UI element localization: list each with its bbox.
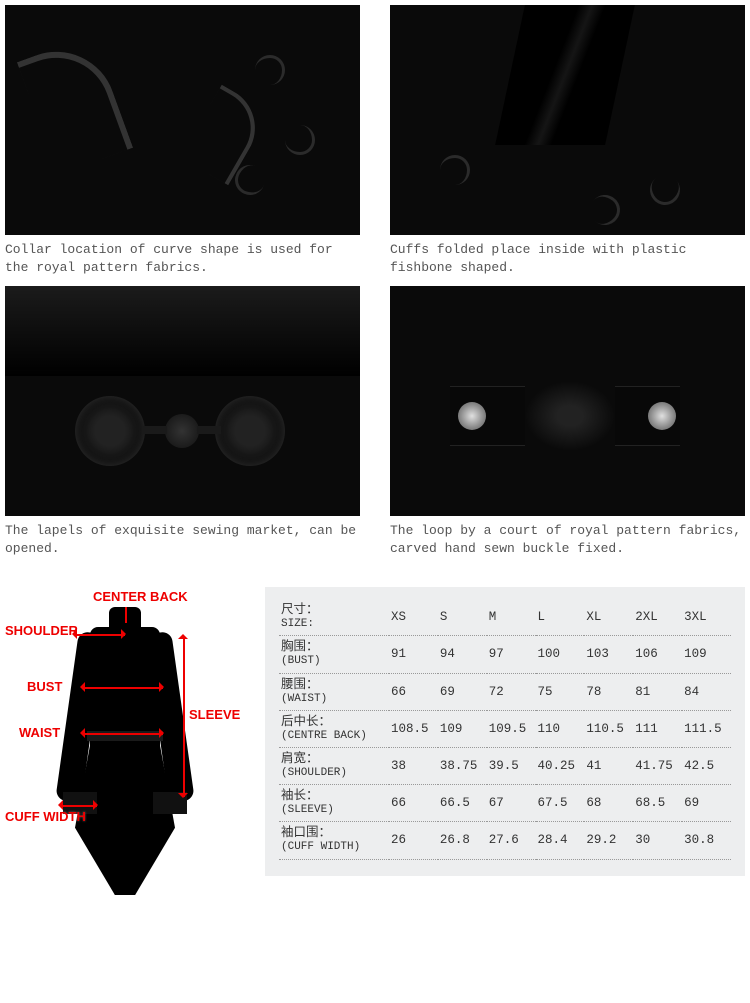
size-cell: 100 (536, 636, 585, 673)
size-row-label: 肩宽：(SHOULDER) (279, 747, 389, 784)
size-cell: 67.5 (536, 785, 585, 822)
coat-silhouette (65, 597, 185, 897)
size-cell: 27.6 (487, 822, 536, 859)
size-cell: 75 (536, 673, 585, 710)
size-cell: 38.75 (438, 747, 487, 784)
size-row-label: 后中长：(CENTRE BACK) (279, 710, 389, 747)
size-cell: 81 (633, 673, 682, 710)
diagram-label-center-back: CENTER BACK (93, 589, 188, 604)
detail-image-grid: Collar location of curve shape is used f… (0, 0, 750, 567)
detail-cell-cuffs: Cuffs folded place inside with plastic f… (390, 5, 745, 276)
size-cell: 106 (633, 636, 682, 673)
size-col-header: 2XL (633, 599, 682, 636)
detail-image-loop (390, 286, 745, 516)
size-cell: 72 (487, 673, 536, 710)
size-row: 肩宽：(SHOULDER)3838.7539.540.254141.7542.5 (279, 747, 731, 784)
size-cell: 78 (584, 673, 633, 710)
detail-image-collar (5, 5, 360, 235)
diagram-label-cuff-width: CUFF WIDTH (5, 809, 86, 824)
size-cell: 94 (438, 636, 487, 673)
size-cell: 40.25 (536, 747, 585, 784)
size-chart-panel: 尺寸：SIZE:XSSMLXL2XL3XL胸围：(BUST)9194971001… (265, 587, 745, 875)
size-header-label: 尺寸：SIZE: (279, 599, 389, 636)
measurement-diagram: CENTER BACK SHOULDER BUST WAIST SLEEVE C… (5, 587, 245, 917)
size-cell: 111.5 (682, 710, 731, 747)
size-cell: 38 (389, 747, 438, 784)
size-cell: 84 (682, 673, 731, 710)
size-cell: 68.5 (633, 785, 682, 822)
size-cell: 111 (633, 710, 682, 747)
size-cell: 109 (438, 710, 487, 747)
size-col-header: 3XL (682, 599, 731, 636)
size-cell: 109.5 (487, 710, 536, 747)
detail-cell-lapels: The lapels of exquisite sewing market, c… (5, 286, 360, 557)
size-row: 袖长：(SLEEVE)6666.56767.56868.569 (279, 785, 731, 822)
size-col-header: XS (389, 599, 438, 636)
size-cell: 26.8 (438, 822, 487, 859)
size-cell: 91 (389, 636, 438, 673)
size-row: 后中长：(CENTRE BACK)108.5109109.5110110.511… (279, 710, 731, 747)
size-chart-table: 尺寸：SIZE:XSSMLXL2XL3XL胸围：(BUST)9194971001… (279, 599, 731, 859)
detail-cell-collar: Collar location of curve shape is used f… (5, 5, 360, 276)
size-cell: 26 (389, 822, 438, 859)
size-cell: 110 (536, 710, 585, 747)
detail-caption: Cuffs folded place inside with plastic f… (390, 241, 745, 276)
detail-image-cuffs (390, 5, 745, 235)
size-col-header: S (438, 599, 487, 636)
diagram-label-waist: WAIST (19, 725, 60, 740)
size-section: CENTER BACK SHOULDER BUST WAIST SLEEVE C… (0, 567, 750, 922)
size-cell: 66.5 (438, 785, 487, 822)
size-row: 腰围：(WAIST)66697275788184 (279, 673, 731, 710)
size-col-header: XL (584, 599, 633, 636)
size-cell: 66 (389, 673, 438, 710)
diagram-label-sleeve: SLEEVE (189, 707, 240, 722)
diagram-label-bust: BUST (27, 679, 62, 694)
size-cell: 68 (584, 785, 633, 822)
size-col-header: L (536, 599, 585, 636)
size-row: 胸围：(BUST)919497100103106109 (279, 636, 731, 673)
size-cell: 69 (682, 785, 731, 822)
detail-caption: The loop by a court of royal pattern fab… (390, 522, 745, 557)
size-col-header: M (487, 599, 536, 636)
size-row-label: 腰围：(WAIST) (279, 673, 389, 710)
size-row-label: 胸围：(BUST) (279, 636, 389, 673)
size-cell: 41.75 (633, 747, 682, 784)
size-row-label: 袖长：(SLEEVE) (279, 785, 389, 822)
size-row-label: 袖口围：(CUFF WIDTH) (279, 822, 389, 859)
detail-cell-loop: The loop by a court of royal pattern fab… (390, 286, 745, 557)
size-cell: 39.5 (487, 747, 536, 784)
size-cell: 108.5 (389, 710, 438, 747)
size-cell: 67 (487, 785, 536, 822)
detail-image-lapels (5, 286, 360, 516)
size-cell: 30 (633, 822, 682, 859)
detail-caption: Collar location of curve shape is used f… (5, 241, 360, 276)
size-row: 袖口围：(CUFF WIDTH)2626.827.628.429.23030.8 (279, 822, 731, 859)
size-cell: 42.5 (682, 747, 731, 784)
size-cell: 69 (438, 673, 487, 710)
size-cell: 41 (584, 747, 633, 784)
size-cell: 109 (682, 636, 731, 673)
size-cell: 28.4 (536, 822, 585, 859)
size-cell: 103 (584, 636, 633, 673)
size-cell: 66 (389, 785, 438, 822)
size-cell: 110.5 (584, 710, 633, 747)
size-header-row: 尺寸：SIZE:XSSMLXL2XL3XL (279, 599, 731, 636)
size-cell: 29.2 (584, 822, 633, 859)
size-cell: 30.8 (682, 822, 731, 859)
size-cell: 97 (487, 636, 536, 673)
detail-caption: The lapels of exquisite sewing market, c… (5, 522, 360, 557)
